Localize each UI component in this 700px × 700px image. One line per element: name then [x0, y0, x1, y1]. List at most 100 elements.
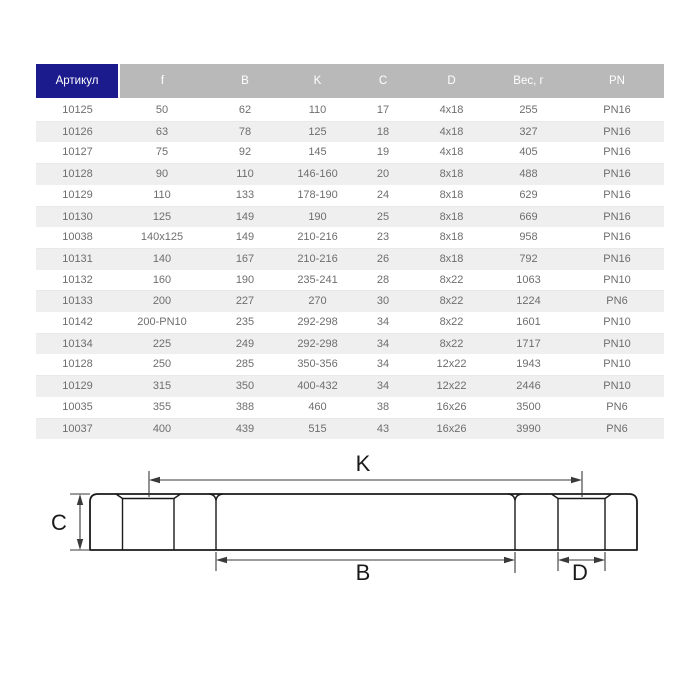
table-cell: 34 [350, 333, 416, 355]
table-cell: 8x22 [416, 312, 487, 334]
table-cell: 255 [487, 99, 570, 122]
table-cell: PN10 [570, 333, 664, 355]
table-cell: 50 [119, 99, 205, 122]
table-cell: 146-160 [285, 163, 350, 185]
table-cell: 190 [285, 206, 350, 228]
table-cell: 1063 [487, 269, 570, 292]
table-cell: 8x18 [416, 163, 487, 185]
left-hole-countersink [115, 493, 181, 500]
flange-body-outline [89, 493, 638, 551]
table-cell: 315 [119, 375, 205, 397]
spec-table: Артикул f B K C D Вес, г PN 10125 50 62 110… [36, 64, 664, 440]
column-header-b: B [205, 64, 285, 100]
table-cell: 16x26 [416, 396, 487, 419]
table-row: 10038 140x125 149 210-216 23 8x18 958 PN16 [36, 227, 664, 249]
table-cell: PN16 [570, 163, 664, 185]
table-cell: 10133 [36, 290, 119, 313]
table-cell: 250 [119, 354, 205, 377]
table-cell: 460 [285, 396, 350, 419]
table-cell: 629 [487, 184, 570, 207]
table-cell: 8x18 [416, 184, 487, 207]
table-cell: 10126 [36, 121, 119, 143]
table-cell: 2446 [487, 375, 570, 397]
d-arrow-left [558, 556, 569, 564]
table-cell: 62 [205, 99, 285, 122]
table-cell: 8x22 [416, 269, 487, 292]
table-cell: 669 [487, 206, 570, 228]
table-cell: 210-216 [285, 248, 350, 270]
table-cell: 8x18 [416, 248, 487, 270]
table-cell: 38 [350, 396, 416, 419]
table-cell: 10142 [36, 312, 119, 334]
table-cell: 190 [205, 269, 285, 292]
table-cell: 149 [205, 227, 285, 249]
table-cell: 3500 [487, 396, 570, 419]
table-cell: 34 [350, 375, 416, 397]
table-cell: 23 [350, 227, 416, 249]
b-arrow-right [504, 556, 515, 564]
table-row: 10129 315 350 400-432 34 12x22 2446 PN10 [36, 375, 664, 397]
k-arrow-right [571, 476, 582, 484]
table-cell: 792 [487, 248, 570, 270]
table-cell: PN10 [570, 312, 664, 334]
table-cell: 400-432 [285, 375, 350, 397]
table-row: 10035 355 388 460 38 16x26 3500 PN6 [36, 396, 664, 419]
table-cell: 34 [350, 354, 416, 377]
table-row: 10134 225 249 292-298 34 8x22 1717 PN10 [36, 333, 664, 355]
table-cell: PN16 [570, 121, 664, 143]
table-cell: 110 [119, 184, 205, 207]
table-cell: 400 [119, 418, 205, 440]
table-cell: 8x22 [416, 333, 487, 355]
table-cell: 388 [205, 396, 285, 419]
table-row: 10133 200 227 270 30 8x22 1224 PN6 [36, 290, 664, 313]
table-cell: 958 [487, 227, 570, 249]
table-cell: 24 [350, 184, 416, 207]
dimension-label-k: K [356, 451, 371, 476]
column-header-artikul: Артикул [36, 64, 120, 100]
table-cell: 10128 [36, 354, 119, 377]
table-cell: 10129 [36, 375, 119, 397]
table-cell: 10132 [36, 269, 119, 292]
column-header-k: K [285, 64, 350, 100]
table-cell: 4x18 [416, 99, 487, 122]
table-cell: 225 [119, 333, 205, 355]
table-row: 10130 125 149 190 25 8x18 669 PN16 [36, 206, 664, 228]
c-arrow-top [76, 494, 84, 505]
table-cell: 355 [119, 396, 205, 419]
column-header-weight: Вес, г [487, 64, 570, 100]
column-header-d: D [416, 64, 487, 100]
table-row: 10131 140 167 210-216 26 8x18 792 PN16 [36, 248, 664, 270]
dimension-label-c: C [51, 510, 67, 535]
table-cell: 25 [350, 206, 416, 228]
table-cell: PN10 [570, 375, 664, 397]
d-arrow-right [594, 556, 605, 564]
table-cell: 78 [205, 121, 285, 143]
table-cell: 20 [350, 163, 416, 185]
table-row: 10126 63 78 125 18 4x18 327 PN16 [36, 121, 664, 143]
table-cell: 10038 [36, 227, 119, 249]
table-cell: PN16 [570, 248, 664, 270]
table-cell: 4x18 [416, 142, 487, 165]
table-cell: 1601 [487, 312, 570, 334]
table-cell: 10035 [36, 396, 119, 419]
table-cell: 8x18 [416, 206, 487, 228]
table-cell: PN6 [570, 290, 664, 313]
spec-table-body: 10125 50 62 110 17 4x18 255 PN16 10126 63 78 125 18 4… [36, 99, 664, 440]
column-header-c: C [350, 64, 416, 100]
dimension-label-d: D [572, 560, 588, 585]
table-cell: 10130 [36, 206, 119, 228]
table-cell: 145 [285, 142, 350, 165]
table-cell: 350-356 [285, 354, 350, 377]
table-cell: 3990 [487, 418, 570, 440]
table-row: 10142 200-PN10 235 292-298 34 8x22 1601 PN10 [36, 312, 664, 334]
table-cell: 34 [350, 312, 416, 334]
table-row: 10127 75 92 145 19 4x18 405 PN16 [36, 142, 664, 165]
table-cell: 133 [205, 184, 285, 207]
table-cell: PN16 [570, 184, 664, 207]
table-cell: 10125 [36, 99, 119, 122]
table-cell: 167 [205, 248, 285, 270]
table-cell: 249 [205, 333, 285, 355]
table-cell: 12x22 [416, 354, 487, 377]
table-cell: 92 [205, 142, 285, 165]
table-cell: 8x22 [416, 290, 487, 313]
